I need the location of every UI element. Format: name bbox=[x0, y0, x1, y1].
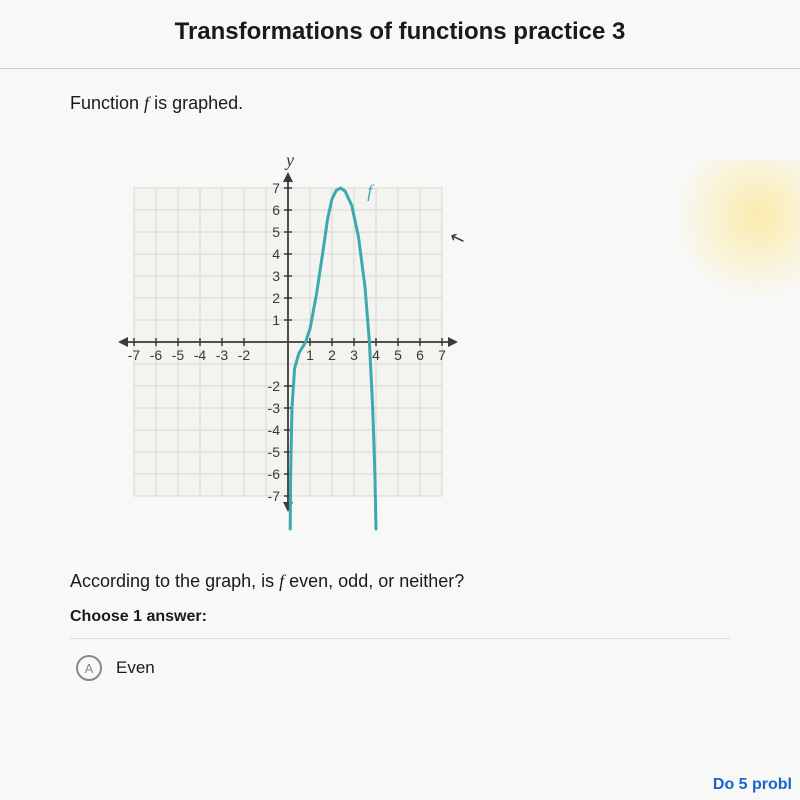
prompt-post: is graphed. bbox=[149, 93, 243, 113]
page-header: Transformations of functions practice 3 bbox=[0, 0, 800, 69]
svg-text:6: 6 bbox=[416, 347, 424, 363]
svg-text:3: 3 bbox=[350, 347, 358, 363]
svg-text:2: 2 bbox=[272, 290, 280, 306]
svg-text:4: 4 bbox=[272, 246, 280, 262]
svg-text:3: 3 bbox=[272, 268, 280, 284]
svg-text:7: 7 bbox=[272, 180, 280, 196]
svg-text:-6: -6 bbox=[150, 347, 163, 363]
svg-text:-6: -6 bbox=[268, 466, 281, 482]
prompt-pre: Function bbox=[70, 93, 144, 113]
page-title: Transformations of functions practice 3 bbox=[0, 18, 800, 46]
question-pre: According to the graph, is bbox=[70, 571, 279, 591]
svg-text:1: 1 bbox=[306, 347, 314, 363]
svg-text:-2: -2 bbox=[268, 378, 281, 394]
prompt-text: Function f is graphed. bbox=[70, 93, 730, 114]
footer-hint[interactable]: Do 5 probl bbox=[713, 776, 792, 794]
svg-text:-3: -3 bbox=[216, 347, 229, 363]
answer-label: Even bbox=[116, 658, 155, 678]
svg-text:y: y bbox=[284, 150, 294, 170]
question-post: even, odd, or neither? bbox=[284, 571, 464, 591]
svg-text:6: 6 bbox=[272, 202, 280, 218]
svg-text:4: 4 bbox=[372, 347, 380, 363]
svg-text:1: 1 bbox=[272, 312, 280, 328]
radio-icon[interactable]: A bbox=[76, 655, 102, 681]
function-graph: -7-6-5-4-3-212345671234567-2-3-4-5-6-7xy… bbox=[98, 142, 730, 547]
svg-text:5: 5 bbox=[394, 347, 402, 363]
svg-text:-7: -7 bbox=[128, 347, 141, 363]
svg-text:-4: -4 bbox=[268, 422, 281, 438]
svg-text:-7: -7 bbox=[268, 488, 281, 504]
svg-text:-2: -2 bbox=[238, 347, 251, 363]
svg-text:5: 5 bbox=[272, 224, 280, 240]
svg-text:-3: -3 bbox=[268, 400, 281, 416]
svg-text:7: 7 bbox=[438, 347, 446, 363]
svg-text:-5: -5 bbox=[172, 347, 185, 363]
svg-text:-5: -5 bbox=[268, 444, 281, 460]
chart-svg: -7-6-5-4-3-212345671234567-2-3-4-5-6-7xy… bbox=[98, 142, 458, 542]
svg-text:2: 2 bbox=[328, 347, 336, 363]
svg-text:-4: -4 bbox=[194, 347, 207, 363]
content-area: Function f is graphed. -7-6-5-4-3-212345… bbox=[0, 69, 800, 697]
question-text: According to the graph, is f even, odd, … bbox=[70, 571, 730, 592]
choose-label: Choose 1 answer: bbox=[70, 608, 730, 626]
answer-option[interactable]: A Even bbox=[70, 638, 730, 697]
answers-list: A Even bbox=[70, 638, 730, 697]
